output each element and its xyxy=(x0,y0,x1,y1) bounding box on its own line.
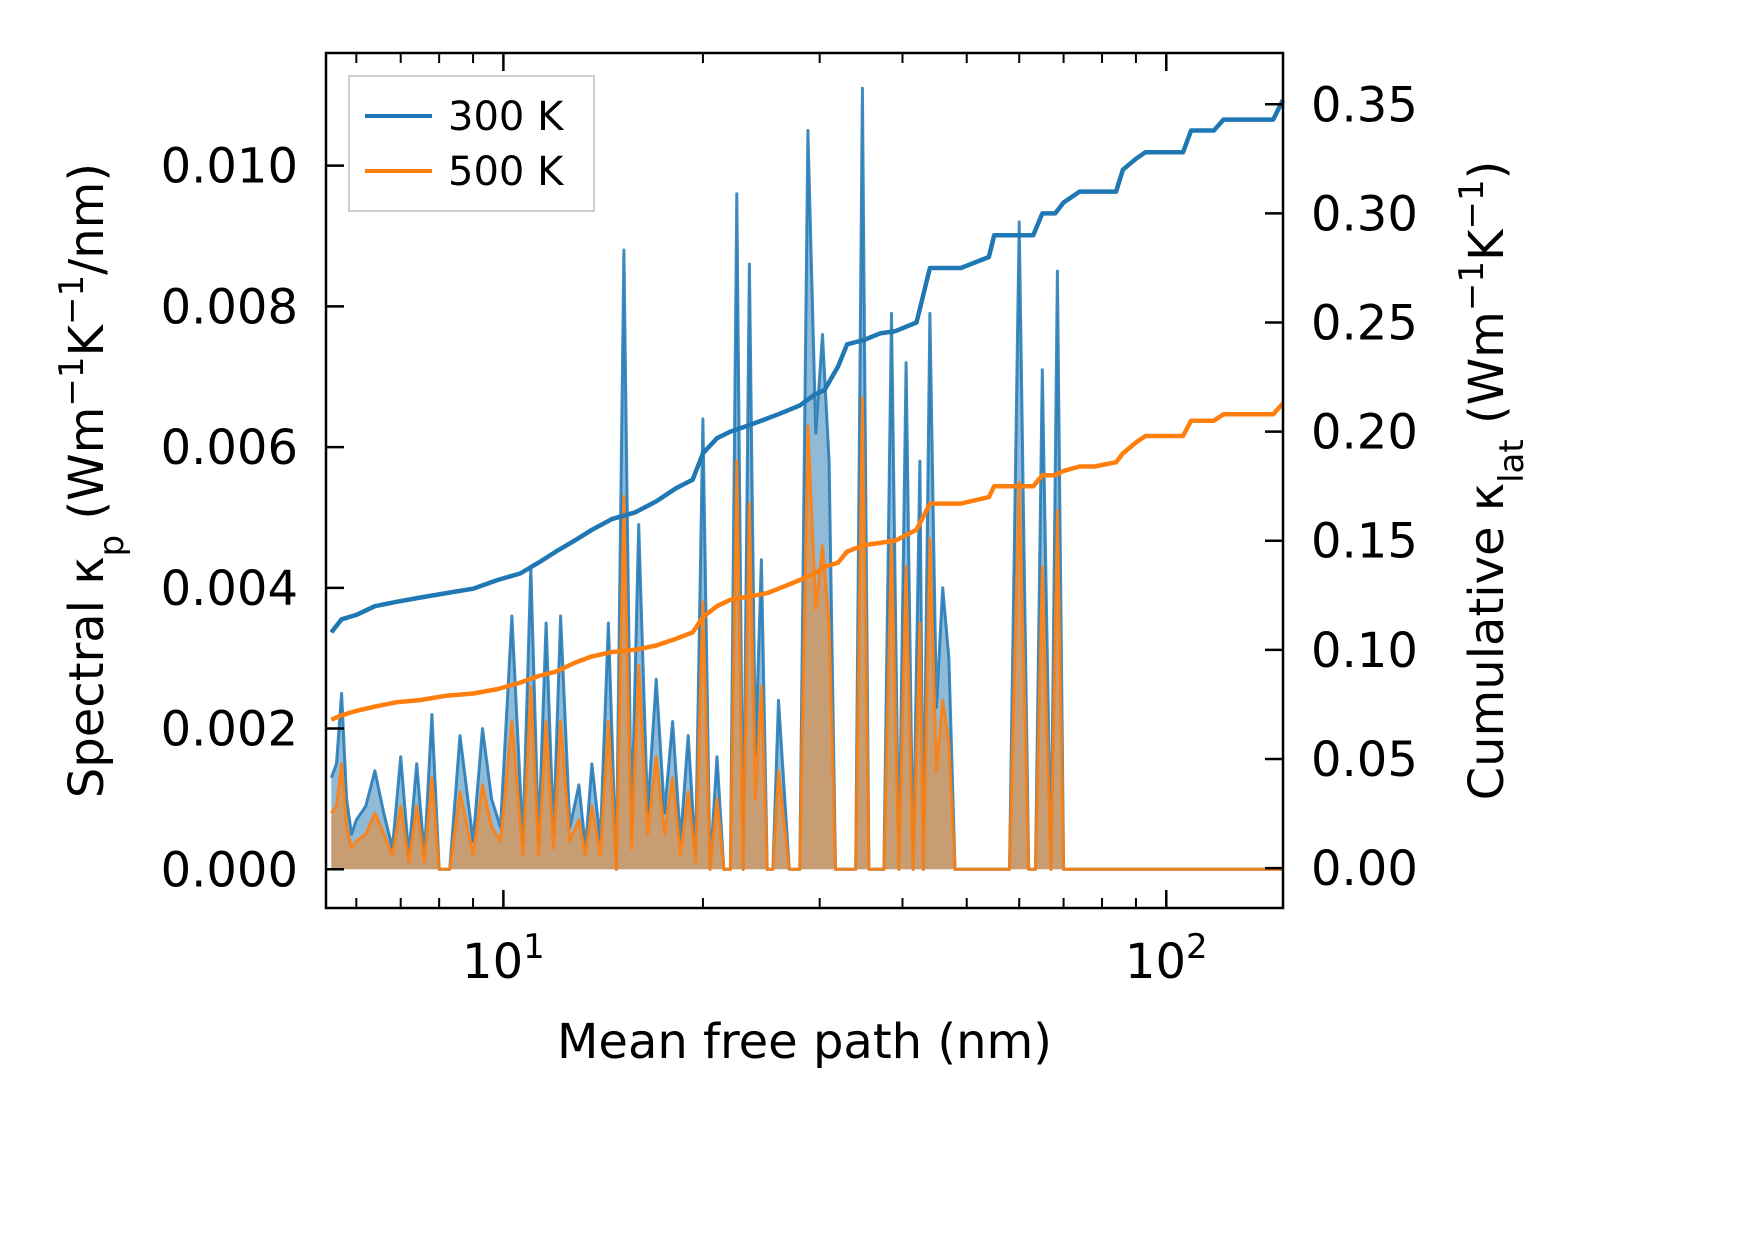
y-right-tick-label: 0.10 xyxy=(1311,623,1418,679)
y-left-label-exp2: −1 xyxy=(52,275,92,325)
y-left-label-sub: p xyxy=(92,535,132,557)
y-right-tick-label: 0.20 xyxy=(1311,405,1418,461)
x-tick-label-exp: 2 xyxy=(1186,927,1208,967)
cumulative-layer xyxy=(329,98,1286,722)
y-right-label-open: (Wm xyxy=(1459,311,1515,439)
x-tick-label-base: 10 xyxy=(462,934,523,990)
ticks-layer: 101 1020.0000.0020.0040.0060.0080.0100.00… xyxy=(161,53,1418,990)
y-right-tick-label: 0.25 xyxy=(1311,296,1418,352)
x-tick-label-exp: 1 xyxy=(523,927,545,967)
y-right-tick-label: 0.30 xyxy=(1311,186,1418,242)
y-right-label-main: Cumulative κ xyxy=(1459,483,1515,801)
y-right-tick-label: 0.15 xyxy=(1311,514,1418,570)
legend-box xyxy=(348,75,595,212)
x-tick-label-base: 10 xyxy=(1125,934,1186,990)
legend-label-300k: 300 K xyxy=(448,94,565,140)
y-right-tick-label: 0.35 xyxy=(1311,77,1418,133)
y-left-tick-label: 0.008 xyxy=(161,279,298,335)
spectral-line-500k xyxy=(330,396,1283,871)
y-right-label-tail: ) xyxy=(1459,161,1515,180)
y-left-tick-label: 0.002 xyxy=(161,702,298,758)
y-axis-label-left: Spectral κp (Wm−1K−1/nm) xyxy=(52,163,132,798)
cumulative-line-300k xyxy=(329,98,1286,634)
y-right-tick-label: 0.05 xyxy=(1311,732,1418,788)
y-left-tick-label: 0.010 xyxy=(161,139,298,195)
spectral-layer xyxy=(329,86,1283,871)
y-left-label-main: Spectral κ xyxy=(59,556,115,798)
spectral-area-500k xyxy=(331,397,1283,870)
y-left-tick-label: 0.000 xyxy=(161,842,298,898)
y-left-tick-label: 0.004 xyxy=(161,561,298,617)
y-left-label-k: K xyxy=(59,324,115,357)
plot-frame xyxy=(324,51,1285,910)
legend: 300 K 500 K xyxy=(348,75,595,212)
x-tick-label: 101 xyxy=(462,927,545,990)
y-right-label-k: K xyxy=(1459,228,1515,261)
cumulative-line-500k xyxy=(330,401,1285,722)
y-right-label-exp2: −1 xyxy=(1452,179,1492,229)
y-left-label-exp1: −1 xyxy=(52,357,92,407)
y-left-label-open: (Wm xyxy=(59,407,115,535)
y-right-label-exp1: −1 xyxy=(1452,261,1492,311)
legend-label-500k: 500 K xyxy=(448,149,565,195)
y-axis-label-right: Cumulative κlat (Wm−1K−1) xyxy=(1452,161,1532,801)
y-right-tick-label: 0.00 xyxy=(1311,841,1418,897)
y-left-label-tail: /nm) xyxy=(59,163,115,275)
y-left-tick-label: 0.006 xyxy=(161,420,298,476)
x-tick-label: 102 xyxy=(1125,927,1208,990)
y-right-label-sub: lat xyxy=(1492,439,1532,483)
x-axis-label: Mean free path (nm) xyxy=(557,1014,1052,1070)
